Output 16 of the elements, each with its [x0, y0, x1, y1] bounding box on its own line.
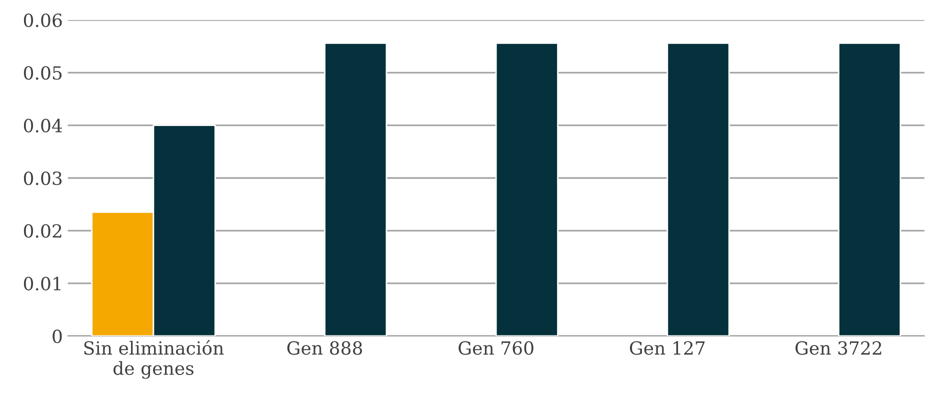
- x-tick-label: Gen 3722: [796, 341, 882, 355]
- x-tick-label: Gen 888: [287, 341, 362, 355]
- bar: [666, 42, 730, 336]
- y-tick-label: 0.02: [24, 224, 62, 238]
- y-tick-label: 0.06: [24, 13, 62, 28]
- y-tick-label: 0.03: [24, 171, 62, 186]
- x-tick-label: Sin eliminación de genes: [84, 340, 224, 379]
- x-tick-label: Gen 760: [458, 341, 534, 355]
- y-tick-label: 0.01: [24, 276, 60, 290]
- bar: [838, 42, 902, 336]
- bar: [495, 42, 558, 336]
- x-tick-label: Gen 127: [630, 341, 705, 355]
- y-tick-label: 0.04: [24, 118, 62, 132]
- y-tick-label: 0: [52, 329, 62, 344]
- y-tick-label: 0.05: [24, 66, 62, 80]
- bar: [324, 42, 388, 336]
